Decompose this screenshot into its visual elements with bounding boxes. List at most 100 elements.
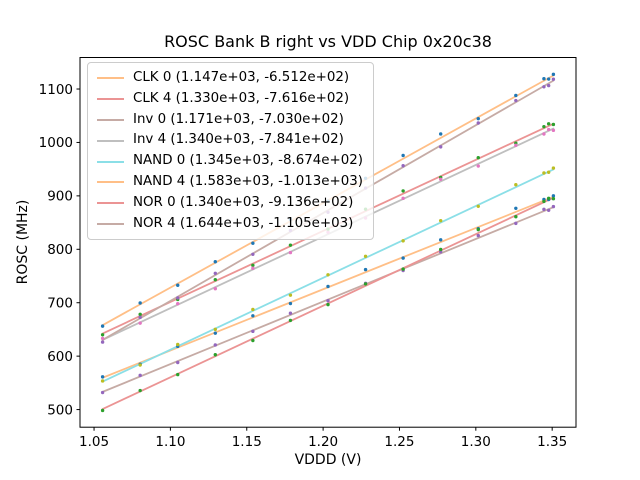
data-point-nor-0 [438,247,443,252]
data-point-nand-0 [251,307,255,312]
data-point-nand-0 [138,363,142,367]
legend-entry: NOR 0 (1.340e+03, -9.136e+02) [97,193,363,214]
data-point-nand-4 [138,301,142,305]
data-point-nand-0 [176,342,180,347]
data-point-clk-0 [326,284,330,289]
data-point-nand-0 [100,379,105,383]
chart-title: ROSC Bank B right vs VDD Chip 0x20c38 [164,32,492,51]
data-point-clk-0 [288,301,293,306]
legend-line-swatch [97,139,124,142]
data-point-nor-0 [138,388,142,393]
legend-entry-label: NOR 0 (1.340e+03, -9.136e+02) [133,194,354,210]
data-point-clk-0 [100,375,105,379]
legend-line-swatch [97,77,124,80]
data-point-nand-0 [514,183,518,187]
data-point-inv-0 [288,311,293,315]
data-point-nor-0 [542,199,546,204]
data-point-inv-0 [138,373,142,378]
data-point-inv-4 [514,143,518,147]
data-point-nor-4 [476,121,480,125]
y-tick-label: 900 [47,189,73,205]
data-point-nand-4 [176,283,180,287]
data-point-nor-4 [176,296,180,300]
data-point-nand-4 [251,241,255,245]
data-point-nand-4 [542,77,546,81]
data-point-nor-0 [363,282,368,286]
data-point-nor-4 [514,98,518,103]
data-point-nor-4 [138,315,142,320]
data-point-nor-4 [401,164,405,168]
data-point-nand-4 [476,116,480,121]
data-point-nor-0 [213,353,218,357]
data-point-inv-4 [546,127,551,132]
data-point-nand-4 [100,324,105,328]
data-point-inv-4 [288,250,293,255]
x-tick-label: 1.35 [537,434,567,450]
data-point-clk-0 [438,238,443,242]
data-point-nor-0 [551,197,556,201]
data-point-inv-4 [176,301,180,306]
legend-entry: NAND 4 (1.583e+03, -1.013e+03) [97,172,363,193]
data-point-nand-0 [551,166,556,170]
legend-entry-label: NOR 4 (1.644e+03, -1.105e+03) [133,215,354,231]
data-point-nand-0 [438,218,443,223]
data-point-clk-4 [288,243,293,247]
data-point-clk-4 [138,312,142,317]
data-point-nor-0 [100,408,105,413]
data-point-nor-0 [546,196,551,200]
data-point-nand-0 [288,293,293,297]
legend-entry: Inv 4 (1.340e+03, -7.841e+02) [97,130,363,151]
data-point-nand-0 [213,327,218,332]
legend-entry-label: Inv 0 (1.171e+03, -7.030e+02) [133,111,344,127]
y-tick-label: 700 [47,296,73,312]
x-tick-label: 1.20 [308,434,338,450]
data-point-inv-0 [176,360,180,365]
legend-entry-label: Inv 4 (1.340e+03, -7.841e+02) [133,132,344,148]
data-point-nor-0 [288,318,293,323]
data-point-nand-4 [213,260,218,264]
legend-entry-label: NAND 0 (1.345e+03, -8.674e+02) [133,153,363,169]
data-point-inv-4 [438,177,443,182]
data-point-nor-0 [476,227,480,232]
x-tick-label: 1.25 [384,434,414,450]
legend-line-swatch [97,160,124,163]
x-axis-label: VDDD (V) [295,452,362,468]
data-point-nand-0 [326,273,330,277]
data-point-nor-4 [100,340,105,344]
data-point-nand-0 [476,204,480,208]
y-tick-label: 600 [47,349,73,365]
x-tick-label: 1.15 [232,434,262,450]
legend-entry: CLK 4 (1.330e+03, -7.616e+02) [97,89,363,110]
data-point-nand-4 [546,77,551,81]
data-point-inv-4 [138,321,142,325]
data-point-nand-0 [363,254,368,258]
data-point-clk-0 [401,256,405,260]
data-point-nor-4 [546,83,551,88]
data-point-nor-0 [401,267,405,271]
legend-entry-label: CLK 4 (1.330e+03, -7.616e+02) [133,90,350,106]
data-point-clk-4 [546,122,551,126]
legend-entry-label: NAND 4 (1.583e+03, -1.013e+03) [133,173,363,189]
data-point-clk-0 [363,267,368,272]
data-point-clk-0 [514,206,518,210]
data-point-clk-4 [401,189,405,193]
data-point-nor-4 [438,145,443,149]
data-point-nor-4 [551,77,556,81]
x-tick-label: 1.10 [155,434,185,450]
data-point-inv-0 [326,298,330,303]
data-point-nand-4 [438,132,443,136]
axes-spines [79,57,577,428]
data-point-inv-4 [542,132,546,136]
y-tick-label: 1000 [39,135,73,151]
data-point-inv-4 [100,336,105,341]
legend-entry: NAND 0 (1.345e+03, -8.674e+02) [97,151,363,172]
data-point-nand-4 [551,72,556,77]
data-point-clk-0 [551,194,556,198]
legend-entry: NOR 4 (1.644e+03, -1.105e+03) [97,214,363,235]
data-point-clk-4 [542,124,546,129]
data-point-clk-4 [551,122,556,127]
data-point-nand-4 [401,153,405,158]
x-tick-label: 1.30 [461,434,491,450]
legend-line-swatch [97,222,124,225]
data-point-inv-4 [251,266,255,270]
